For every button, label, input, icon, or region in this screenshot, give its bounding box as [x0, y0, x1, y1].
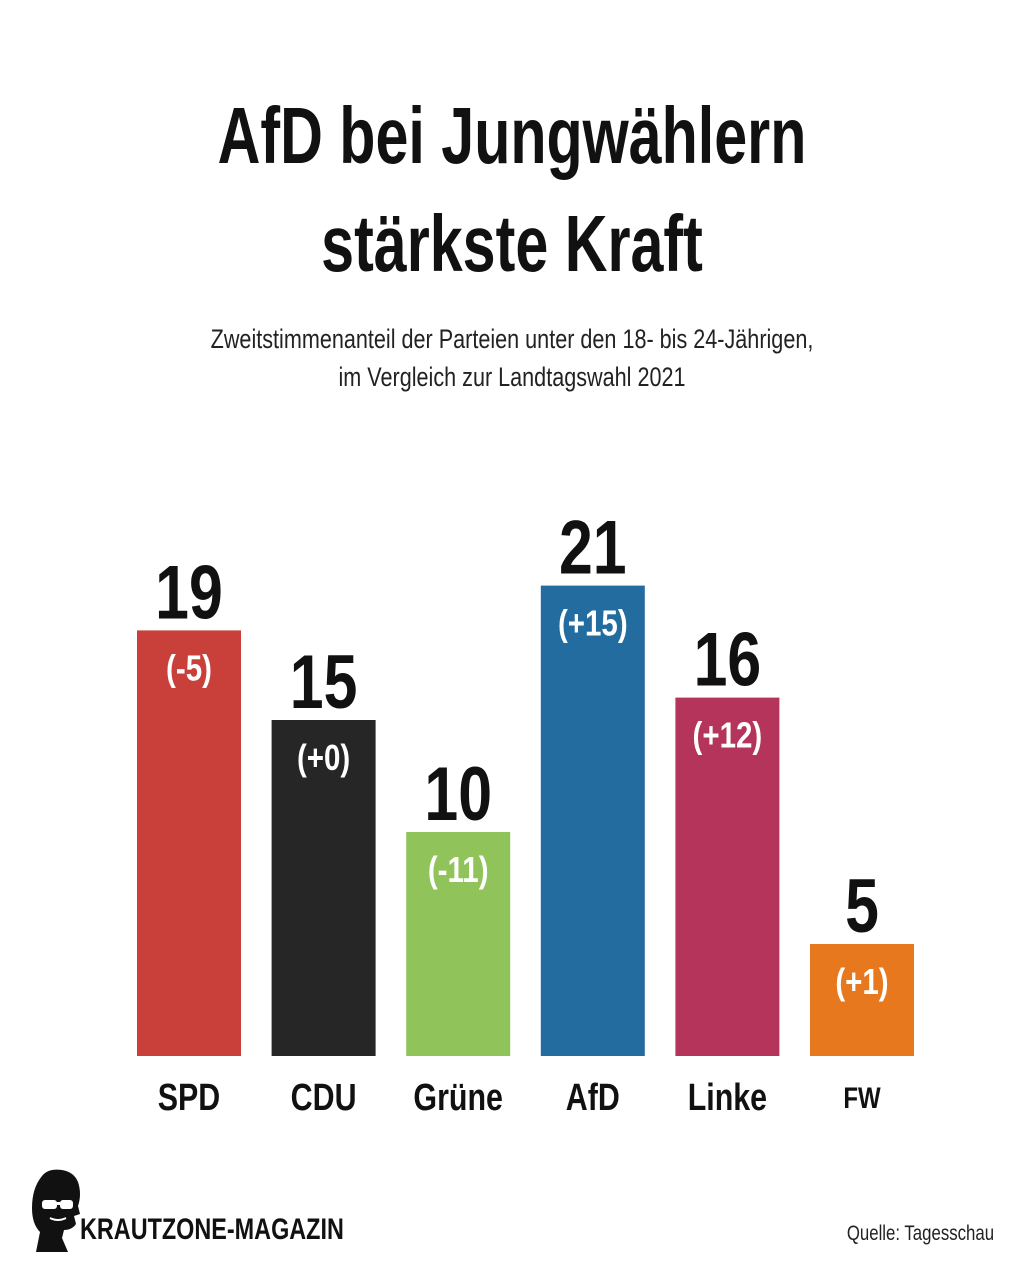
brand-name: KRAUTZONE-MAGAZIN: [80, 1213, 344, 1246]
category-label-linke: Linke: [688, 1077, 767, 1119]
bar-afd: [540, 585, 645, 1056]
change-label-cdu: (+0): [297, 737, 350, 777]
category-label-spd: SPD: [158, 1077, 221, 1119]
change-label-linke: (+12): [693, 715, 763, 755]
krautzone-logo-icon: [32, 1169, 80, 1252]
value-label-grne: 10: [424, 752, 492, 837]
bar-cdu: [271, 720, 376, 1056]
change-label-spd: (-5): [166, 648, 212, 688]
bar-linke: [675, 697, 780, 1056]
chart-title-line2: stärkste Kraft: [321, 199, 703, 288]
category-label-cdu: CDU: [291, 1077, 357, 1119]
change-label-fw: (+1): [835, 961, 888, 1001]
bar-grne: [406, 832, 511, 1056]
value-label-linke: 16: [694, 617, 762, 702]
value-label-afd: 21: [559, 505, 627, 590]
category-label-afd: AfD: [566, 1077, 620, 1119]
category-label-grne: Grüne: [413, 1077, 503, 1119]
bar-fw: [810, 944, 914, 1056]
value-label-fw: 5: [845, 864, 879, 949]
category-label-fw: FW: [843, 1080, 881, 1114]
change-label-afd: (+15): [558, 603, 628, 643]
chart-title-line1: AfD bei Jungwählern: [217, 91, 807, 180]
change-label-grne: (-11): [428, 849, 489, 889]
bar-spd: [137, 630, 241, 1056]
chart-subtitle-line2: im Vergleich zur Landtagswahl 2021: [338, 362, 686, 392]
source-note: Quelle: Tagesschau: [846, 1222, 994, 1245]
value-label-spd: 19: [155, 550, 223, 635]
value-label-cdu: 15: [290, 640, 358, 725]
chart-subtitle-line1: Zweitstimmenanteil der Parteien unter de…: [210, 324, 814, 354]
